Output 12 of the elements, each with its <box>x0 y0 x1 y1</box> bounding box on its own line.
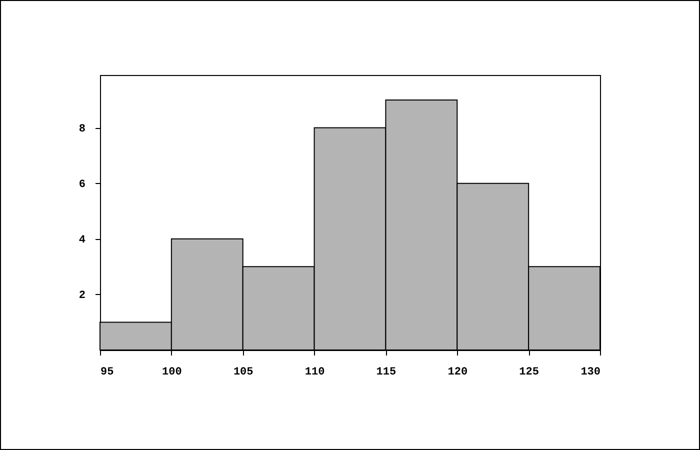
y-tick-label: 2 <box>78 290 86 302</box>
y-tick-label: 6 <box>78 178 86 191</box>
y-tick-label: 8 <box>78 123 86 136</box>
x-tick-label: 120 <box>448 366 468 378</box>
x-tick-label: 130 <box>580 366 600 378</box>
y-tick-label: 4 <box>78 234 86 246</box>
x-tick-label: 125 <box>519 366 540 378</box>
x-tick-label: 95 <box>100 366 114 378</box>
x-tick-label: 100 <box>162 366 182 378</box>
x-tick-label: 105 <box>233 366 254 378</box>
x-tick-label: 115 <box>376 366 397 378</box>
x-tick-label: 110 <box>304 366 325 378</box>
